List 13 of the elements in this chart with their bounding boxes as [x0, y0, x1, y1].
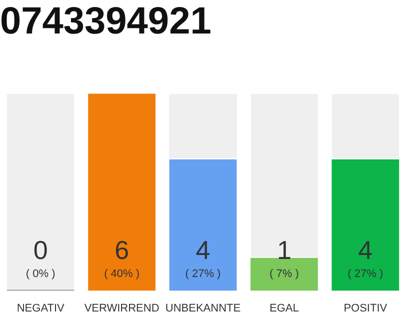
x-tick-label: VERWIRREND — [84, 302, 160, 314]
chart-title: 0743394921 — [0, 0, 212, 42]
data-label: 6 ( 40% ) — [104, 234, 140, 280]
x-tick-label: POSITIV — [344, 302, 388, 314]
x-tick-label: UNBEKANNTE — [165, 302, 241, 314]
data-label: 1 ( 7% ) — [270, 234, 299, 280]
data-label: 4 ( 27% ) — [348, 234, 384, 280]
x-tick-label: EGAL — [270, 302, 299, 314]
x-tick-label: NEGATIV — [16, 302, 65, 314]
bar — [250, 258, 318, 291]
data-label: 0 ( 0% ) — [26, 234, 56, 280]
data-label: 4 ( 27% ) — [185, 234, 221, 280]
bar — [88, 94, 156, 291]
